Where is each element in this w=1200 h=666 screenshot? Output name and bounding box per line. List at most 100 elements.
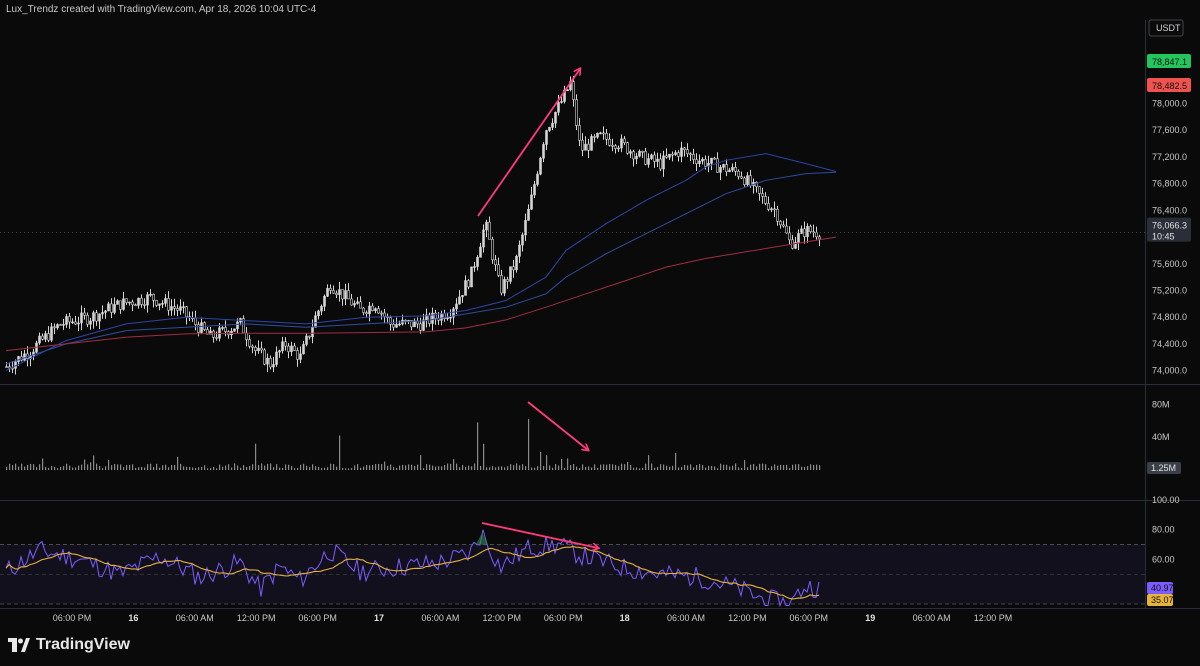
volume-bar [414, 465, 416, 470]
volume-bar [390, 464, 392, 470]
price-badge-3 [1147, 217, 1191, 242]
volume-bar [21, 463, 23, 470]
volume-bar [300, 464, 302, 470]
candle-body [782, 224, 785, 227]
volume-bar [717, 468, 719, 470]
volume-bar [60, 466, 62, 470]
volume-bar [255, 443, 257, 470]
candle-body [272, 364, 275, 368]
candle-body [692, 154, 695, 160]
volume-bar [576, 466, 578, 470]
candle-body [530, 194, 533, 210]
candle-body [806, 226, 809, 237]
candle-body [254, 347, 257, 352]
price-badge-2 [1147, 78, 1191, 92]
volume-bar [135, 467, 137, 470]
candle-body [590, 136, 593, 151]
candle-body [44, 333, 47, 340]
candle-body [365, 312, 368, 315]
time-axis-label: 12:00 PM [237, 613, 276, 623]
moving-average-line-1 [5, 153, 837, 372]
candle-body [533, 184, 536, 196]
candle-body [131, 301, 134, 306]
candle-body [317, 310, 320, 316]
volume-down-arrow [527, 401, 588, 450]
volume-bar [477, 422, 479, 470]
time-axis-label: 06:00 PM [544, 613, 583, 623]
candle-body [422, 319, 425, 331]
candle-body [671, 153, 674, 156]
candle-body [218, 327, 221, 339]
volume-bar [309, 467, 311, 470]
volume-bar [810, 464, 812, 470]
volume-bar [561, 459, 563, 470]
candle-body [233, 328, 236, 332]
volume-bar [594, 464, 596, 470]
volume-bar [351, 468, 353, 470]
volume-bar [318, 466, 320, 470]
candle-body [722, 164, 725, 168]
volume-bar [312, 464, 314, 470]
volume-bar [51, 465, 53, 470]
volume-bar [447, 463, 449, 470]
volume-bar [675, 452, 677, 470]
candle-body [518, 244, 521, 257]
candle-body [92, 312, 95, 322]
price-tick-label: 74,800.0 [1152, 312, 1187, 322]
price-tick-label: 74,400.0 [1152, 339, 1187, 349]
price-tick-label: 74,000.0 [1152, 366, 1187, 376]
volume-bar [240, 467, 242, 470]
candle-body [635, 155, 638, 160]
volume-bar [219, 464, 221, 470]
candle-body [473, 266, 476, 268]
volume-bar [528, 419, 530, 470]
volume-bar [654, 467, 656, 470]
volume-bar [339, 435, 341, 470]
price-badge-label: 76,066.3 [1152, 221, 1187, 231]
candle-body [491, 239, 494, 261]
candle-body [779, 221, 782, 226]
candle-body [308, 335, 311, 338]
candle-body [314, 315, 317, 328]
volume-bar [690, 464, 692, 470]
candle-body [74, 321, 77, 325]
candle-body [431, 312, 434, 324]
candles-group [5, 75, 821, 375]
price-tick-label: 75,600.0 [1152, 259, 1187, 269]
volume-bar [6, 466, 8, 470]
candle-body [632, 151, 635, 160]
volume-bar [258, 465, 260, 470]
rsi-ma-badge [1147, 594, 1173, 606]
candle-body [650, 154, 653, 159]
candle-body [584, 143, 587, 151]
volume-bar [510, 464, 512, 470]
volume-bar [438, 466, 440, 470]
candle-body [284, 341, 287, 347]
candle-body [767, 203, 770, 210]
candle-body [623, 138, 626, 144]
volume-bar [264, 465, 266, 470]
price-up-arrow [477, 69, 580, 217]
candle-body [596, 132, 599, 138]
candle-body [251, 345, 254, 348]
candle-body [152, 293, 155, 301]
volume-bar [75, 467, 77, 470]
candle-body [551, 122, 554, 128]
volume-bar [186, 466, 188, 470]
price-badge-1 [1147, 54, 1191, 68]
volume-bar [204, 465, 206, 470]
time-axis-day-label: 17 [374, 613, 384, 623]
volume-bar [27, 464, 29, 470]
volume-bar [483, 443, 485, 470]
volume-bar [612, 464, 614, 470]
candle-body [539, 157, 542, 175]
volume-bar [558, 465, 560, 470]
volume-bar [129, 464, 131, 470]
candle-body [215, 337, 218, 339]
candle-body [461, 295, 464, 298]
volume-bar [123, 467, 125, 470]
candle-body [560, 101, 563, 103]
volume-bar [276, 464, 278, 470]
tradingview-logo[interactable]: TradingView [8, 636, 130, 654]
